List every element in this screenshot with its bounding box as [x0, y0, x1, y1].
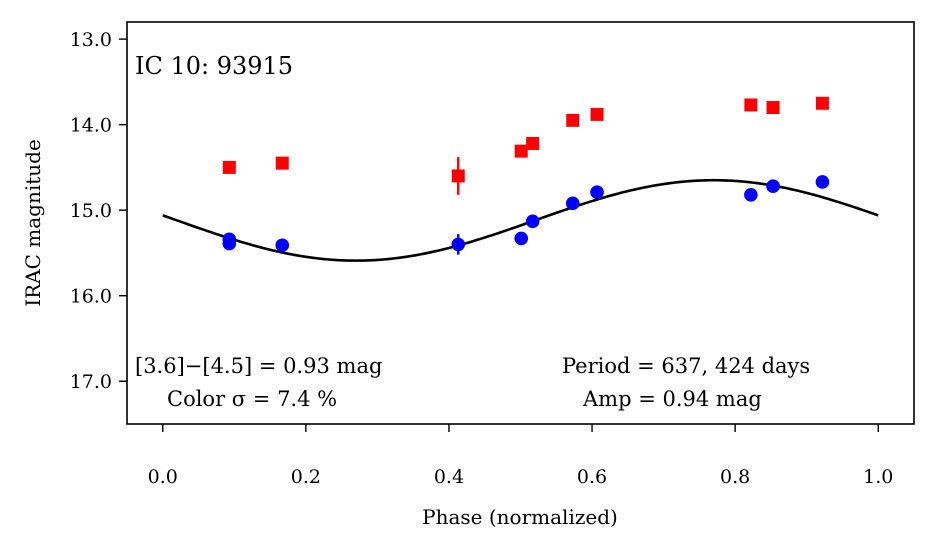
- square-marker: [815, 96, 829, 110]
- sinusoid-fit-curve: [162, 178, 879, 262]
- square-marker: [275, 156, 289, 170]
- chart-title: IC 10: 93915: [135, 52, 293, 80]
- y-tick-label: 17.0: [70, 371, 112, 393]
- data-point-0-6: [590, 107, 604, 121]
- data-point-0-9: [815, 96, 829, 110]
- plot-frame: [126, 21, 915, 425]
- period-annotation: Period = 637, 424 days: [562, 354, 810, 378]
- square-marker: [514, 144, 528, 158]
- data-point-0-1: [275, 156, 289, 170]
- data-point-1-3: [451, 234, 466, 255]
- data-point-0-7: [744, 98, 758, 112]
- circle-marker: [590, 185, 604, 200]
- data-point-0-5: [566, 113, 580, 127]
- data-point-1-8: [744, 187, 758, 202]
- x-tick-label: 0.4: [434, 466, 464, 488]
- data-points-layer: [222, 96, 830, 255]
- color-annotation-line1: [3.6]−[4.5] = 0.93 mag: [135, 354, 382, 378]
- x-tick-label: 0.8: [720, 466, 750, 488]
- square-marker: [451, 169, 465, 183]
- data-point-0-8: [766, 101, 780, 115]
- data-point-1-5: [525, 214, 540, 229]
- data-point-1-7: [590, 185, 604, 200]
- y-tick-label: 13.0: [70, 29, 112, 51]
- amplitude-annotation: Amp = 0.94 mag: [582, 387, 762, 411]
- x-tick-label: 0.6: [577, 466, 607, 488]
- y-tick-label: 15.0: [70, 200, 112, 222]
- square-marker: [222, 160, 236, 174]
- y-axis-label: IRAC magnitude: [21, 139, 45, 307]
- y-tick-label: 14.0: [70, 115, 112, 137]
- y-axis: 13.0 14.0 15.0 16.0 17.0: [70, 29, 127, 393]
- circle-marker: [451, 237, 466, 252]
- data-point-1-4: [514, 231, 529, 246]
- circle-marker: [565, 196, 580, 211]
- circle-marker: [275, 238, 290, 253]
- x-tick-label: 1.0: [863, 466, 893, 488]
- data-point-1-2: [275, 238, 290, 253]
- circle-marker: [766, 179, 780, 194]
- y-tick-label: 16.0: [70, 286, 112, 308]
- fit-curve-layer: [162, 178, 879, 262]
- x-axis-label: Phase (normalized): [422, 505, 618, 529]
- x-axis: 0.0 0.2 0.4 0.6 0.8 1.0: [148, 424, 893, 488]
- x-tick-label: 0.0: [148, 466, 178, 488]
- data-point-1-6: [565, 196, 580, 211]
- data-point-1-1: [222, 236, 237, 251]
- circle-marker: [744, 187, 758, 202]
- data-point-0-0: [222, 160, 236, 174]
- data-point-0-3: [514, 144, 528, 158]
- square-marker: [566, 113, 580, 127]
- data-point-1-10: [815, 175, 830, 189]
- circle-marker: [514, 231, 529, 246]
- circle-marker: [815, 175, 830, 189]
- square-marker: [526, 136, 540, 150]
- square-marker: [590, 107, 604, 121]
- square-marker: [744, 98, 758, 112]
- data-point-0-2: [451, 157, 465, 195]
- data-point-0-4: [526, 136, 540, 150]
- square-marker: [766, 101, 780, 115]
- data-point-1-9: [766, 179, 780, 194]
- color-annotation-line2: Color σ = 7.4 %: [167, 387, 337, 411]
- x-tick-label: 0.2: [291, 466, 321, 488]
- circle-marker: [525, 214, 540, 229]
- circle-marker: [222, 236, 237, 251]
